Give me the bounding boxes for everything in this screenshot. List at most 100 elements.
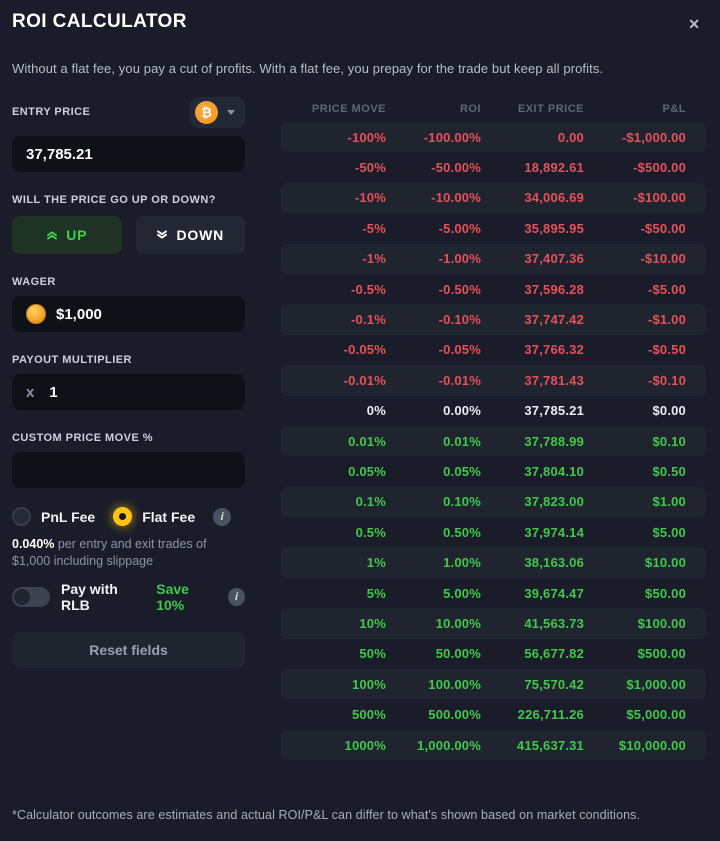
exit-price-cell: 0.00 bbox=[557, 129, 584, 145]
exit-price-cell: 35,895.95 bbox=[524, 220, 584, 236]
roi-cell: 50.00% bbox=[435, 646, 481, 662]
exit-price-cell: 37,407.36 bbox=[524, 251, 584, 267]
flat-fee-option[interactable]: Flat Fee bbox=[113, 507, 195, 526]
exit-price-cell: 56,677.82 bbox=[524, 646, 584, 662]
pnl-cell: -$1,000.00 bbox=[621, 129, 686, 145]
table-row: 0.01% 0.01% 37,788.99 $0.10 bbox=[281, 425, 706, 457]
payout-multiplier-label: PAYOUT MULTIPLIER bbox=[12, 354, 132, 366]
fee-note: 0.040% per entry and exit trades of $1,0… bbox=[12, 536, 245, 570]
roi-cell: 0.10% bbox=[443, 494, 481, 510]
price-move-cell: 50% bbox=[359, 646, 386, 662]
direction-label: WILL THE PRICE GO UP OR DOWN? bbox=[12, 194, 216, 206]
up-button-label: UP bbox=[66, 227, 88, 243]
flat-fee-label: Flat Fee bbox=[142, 508, 196, 525]
price-move-cell: 0.1% bbox=[355, 494, 386, 510]
table-row: 50% 50.00% 56,677.82 $500.00 bbox=[281, 639, 706, 669]
table-row: 1% 1.00% 38,163.06 $10.00 bbox=[281, 547, 706, 578]
exit-price-cell: 38,163.06 bbox=[524, 555, 584, 571]
pnl-cell: $0.50 bbox=[652, 463, 686, 479]
fee-note-rest: per entry and exit trades of $1,000 incl… bbox=[12, 537, 207, 568]
exit-price-cell: 37,823.00 bbox=[524, 494, 584, 510]
price-move-cell: 1000% bbox=[344, 737, 386, 753]
modal-header: ROI CALCULATOR ✕ bbox=[0, 0, 720, 37]
exit-price-cell: 37,974.14 bbox=[524, 524, 584, 540]
roi-cell: -10.00% bbox=[431, 190, 481, 206]
table-row: -0.1% -0.10% 37,747.42 -$1.00 bbox=[281, 304, 706, 335]
payout-multiplier-input[interactable] bbox=[49, 383, 231, 401]
roi-cell: 1,000.00% bbox=[417, 737, 481, 753]
calculator-form: ENTRY PRICE ₿ WILL THE PRICE GO UP OR DO… bbox=[12, 96, 246, 760]
roi-table: PRICE MOVE ROI EXIT PRICE P&L -100% -100… bbox=[281, 96, 706, 761]
price-move-cell: 1% bbox=[366, 555, 386, 571]
custom-price-move-input[interactable] bbox=[26, 461, 231, 479]
pnl-cell: -$500.00 bbox=[633, 160, 686, 176]
pnl-cell: $0.10 bbox=[652, 433, 686, 449]
wager-field[interactable] bbox=[12, 296, 245, 332]
pnl-cell: $1,000.00 bbox=[626, 676, 686, 692]
custom-price-move-label: CUSTOM PRICE MOVE % bbox=[12, 432, 153, 444]
table-row: 5% 5.00% 39,674.47 $50.00 bbox=[281, 578, 706, 608]
rlb-row: Pay with RLB Save 10% i bbox=[12, 580, 246, 613]
custom-price-move-field[interactable] bbox=[12, 452, 245, 488]
radio-icon bbox=[113, 507, 133, 526]
pnl-cell: -$0.50 bbox=[647, 342, 686, 358]
table-row: 0.1% 0.10% 37,823.00 $1.00 bbox=[281, 486, 706, 518]
pnl-cell: -$5.00 bbox=[647, 281, 686, 297]
exit-price-cell: 41,563.73 bbox=[524, 615, 584, 631]
coin-icon bbox=[26, 304, 46, 324]
roi-cell: 0.00% bbox=[443, 403, 481, 419]
reset-fields-button[interactable]: Reset fields bbox=[12, 631, 245, 668]
price-move-cell: -0.1% bbox=[351, 312, 386, 328]
entry-price-input[interactable] bbox=[26, 145, 231, 163]
exit-price-cell: 37,781.43 bbox=[524, 372, 584, 388]
roi-cell: -0.50% bbox=[438, 281, 481, 297]
table-row: -0.05% -0.05% 37,766.32 -$0.50 bbox=[281, 335, 706, 365]
rlb-info-icon[interactable]: i bbox=[228, 587, 246, 606]
price-move-cell: -0.01% bbox=[343, 372, 386, 388]
col-exit-price: EXIT PRICE bbox=[517, 103, 584, 115]
col-pnl: P&L bbox=[662, 103, 686, 115]
roi-cell: -0.01% bbox=[438, 372, 481, 388]
price-move-cell: 0% bbox=[366, 403, 386, 419]
price-move-cell: 0.01% bbox=[348, 433, 386, 449]
price-move-cell: -0.05% bbox=[343, 342, 386, 358]
roi-cell: -50.00% bbox=[431, 160, 481, 176]
price-move-cell: 0.5% bbox=[355, 524, 386, 540]
fee-note-strong: 0.040% bbox=[12, 537, 55, 551]
pnl-cell: $1.00 bbox=[652, 494, 686, 510]
pnl-cell: -$10.00 bbox=[640, 251, 686, 267]
exit-price-cell: 226,711.26 bbox=[517, 707, 584, 723]
up-button[interactable]: UP bbox=[12, 216, 122, 254]
price-move-cell: -5% bbox=[362, 220, 386, 236]
roi-cell: -5.00% bbox=[438, 220, 481, 236]
roi-cell: 0.05% bbox=[443, 463, 481, 479]
pay-with-rlb-toggle[interactable] bbox=[12, 586, 50, 607]
down-button[interactable]: DOWN bbox=[135, 216, 245, 254]
asset-selector[interactable]: ₿ bbox=[190, 96, 245, 128]
pnl-fee-option[interactable]: PnL Fee bbox=[12, 507, 95, 526]
entry-price-field[interactable] bbox=[12, 136, 245, 172]
table-row: 0.5% 0.50% 37,974.14 $5.00 bbox=[281, 517, 706, 547]
wager-input[interactable] bbox=[56, 305, 231, 323]
table-row: 100% 100.00% 75,570.42 $1,000.00 bbox=[281, 669, 706, 700]
table-header-row: PRICE MOVE ROI EXIT PRICE P&L bbox=[281, 96, 706, 122]
roi-cell: -0.05% bbox=[438, 342, 481, 358]
close-icon[interactable]: ✕ bbox=[688, 16, 700, 32]
table-row: 0.05% 0.05% 37,804.10 $0.50 bbox=[281, 456, 706, 486]
radio-icon bbox=[12, 507, 31, 526]
save-badge: Save 10% bbox=[156, 580, 189, 613]
table-row: -0.01% -0.01% 37,781.43 -$0.10 bbox=[281, 365, 706, 396]
col-roi: ROI bbox=[459, 103, 481, 115]
double-chevron-down-icon bbox=[157, 230, 168, 239]
price-move-cell: -100% bbox=[347, 129, 386, 145]
roi-cell: 0.50% bbox=[443, 524, 481, 540]
exit-price-cell: 39,674.47 bbox=[524, 585, 584, 601]
table-row: -100% -100.00% 0.00 -$1,000.00 bbox=[281, 122, 706, 153]
table-row: -5% -5.00% 35,895.95 -$50.00 bbox=[281, 213, 706, 243]
price-move-cell: 0.05% bbox=[348, 463, 386, 479]
pnl-cell: $0.00 bbox=[652, 403, 686, 419]
roi-cell: -0.10% bbox=[438, 312, 481, 328]
payout-multiplier-field[interactable]: x bbox=[12, 374, 245, 410]
fee-info-icon[interactable]: i bbox=[213, 507, 232, 526]
